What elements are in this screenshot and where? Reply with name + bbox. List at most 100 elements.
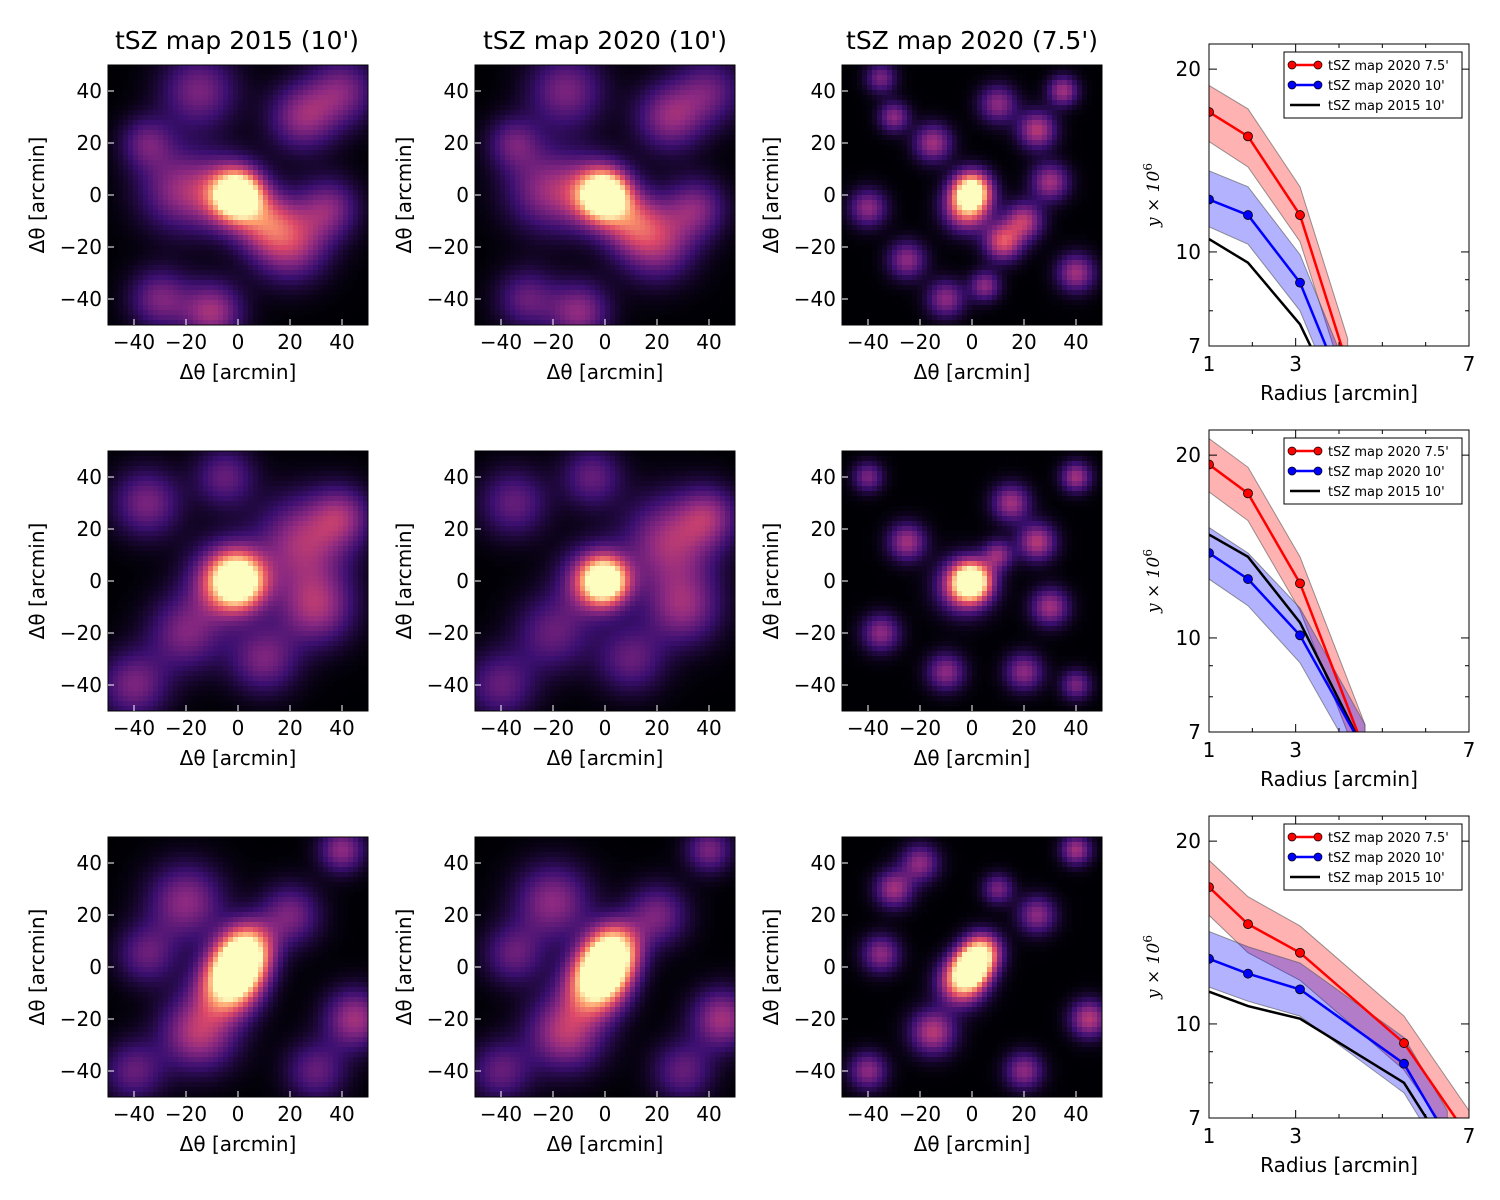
heatmap-cell xyxy=(178,125,184,131)
heatmap-cell xyxy=(363,280,368,286)
heatmap-cell xyxy=(570,110,576,116)
heatmap-cell xyxy=(660,195,666,201)
heatmap-cell xyxy=(203,105,209,111)
heatmap-cell xyxy=(163,195,169,201)
heatmap-cell xyxy=(138,70,144,76)
heatmap-cell xyxy=(625,100,631,106)
heatmap-cell xyxy=(163,150,169,156)
heatmap-cell xyxy=(153,305,159,311)
heatmap-cell xyxy=(500,135,506,141)
heatmap-cell xyxy=(213,290,219,296)
heatmap-cell xyxy=(258,100,264,106)
heatmap-cell xyxy=(535,130,541,136)
heatmap-cell xyxy=(263,170,269,176)
heatmap-cell xyxy=(318,140,324,146)
heatmap-cell xyxy=(283,65,289,71)
heatmap-cell xyxy=(580,105,586,111)
heatmap-cell xyxy=(308,75,314,81)
heatmap-cell xyxy=(343,75,349,81)
heatmap-cell xyxy=(308,70,314,76)
heatmap-cell xyxy=(475,155,481,161)
heatmap-cell xyxy=(520,95,526,101)
heatmap-cell xyxy=(485,95,491,101)
heatmap-cell xyxy=(695,110,701,116)
heatmap-cell xyxy=(173,175,179,181)
heatmap-cell xyxy=(655,160,661,166)
heatmap-cell xyxy=(168,310,174,316)
heatmap-cell xyxy=(268,190,274,196)
heatmap-cell xyxy=(343,225,349,231)
heatmap-cell xyxy=(323,215,329,221)
heatmap-cell xyxy=(640,175,646,181)
heatmap-cell xyxy=(660,75,666,81)
heatmap-cell xyxy=(475,65,481,71)
heatmap-cell xyxy=(268,220,274,226)
heatmap-cell xyxy=(585,265,591,271)
heatmap-cell xyxy=(575,270,581,276)
x-tick-label: 40 xyxy=(329,330,354,354)
heatmap-cell xyxy=(665,135,671,141)
heatmap-cell xyxy=(590,270,596,276)
heatmap-cell xyxy=(363,175,368,181)
heatmap-cell xyxy=(585,215,591,221)
heatmap-cell xyxy=(560,150,566,156)
heatmap-cell xyxy=(313,200,319,206)
heatmap-cell xyxy=(338,270,344,276)
heatmap-cell xyxy=(198,265,204,271)
heatmap-cell xyxy=(333,290,339,296)
heatmap-cell xyxy=(575,205,581,211)
heatmap-cell xyxy=(525,155,531,161)
heatmap-cell xyxy=(610,105,616,111)
heatmap-cell xyxy=(570,230,576,236)
heatmap-cell xyxy=(363,130,368,136)
heatmap-cell xyxy=(640,225,646,231)
heatmap-cell xyxy=(475,255,481,261)
heatmap-cell xyxy=(530,235,536,241)
heatmap-cell xyxy=(605,75,611,81)
heatmap-cell xyxy=(705,120,711,126)
heatmap-cell xyxy=(318,170,324,176)
heatmap-cell xyxy=(168,150,174,156)
heatmap-cell xyxy=(525,200,531,206)
heatmap-cell xyxy=(625,145,631,151)
heatmap-cell xyxy=(730,115,735,121)
heatmap-cell xyxy=(123,155,129,161)
heatmap-cell xyxy=(278,255,284,261)
heatmap-cell xyxy=(118,315,124,321)
heatmap-cell xyxy=(570,185,576,191)
heatmap-cell xyxy=(338,95,344,101)
heatmap-cell xyxy=(173,295,179,301)
heatmap-cell xyxy=(520,120,526,126)
heatmap-cell xyxy=(133,200,139,206)
heatmap-cell xyxy=(223,100,229,106)
heatmap-cell xyxy=(153,135,159,141)
heatmap-cell xyxy=(363,260,368,266)
heatmap-cell xyxy=(168,255,174,261)
heatmap-cell xyxy=(263,130,269,136)
heatmap-cell xyxy=(640,270,646,276)
heatmap-cell xyxy=(278,280,284,286)
heatmap-cell xyxy=(183,135,189,141)
heatmap-cell xyxy=(525,75,531,81)
heatmap-cell xyxy=(278,165,284,171)
heatmap-cell xyxy=(353,95,359,101)
heatmap-cell xyxy=(640,90,646,96)
heatmap-cell xyxy=(615,175,621,181)
heatmap-cell xyxy=(178,300,184,306)
heatmap-cell xyxy=(293,70,299,76)
heatmap-cell xyxy=(695,205,701,211)
heatmap-cell xyxy=(535,220,541,226)
heatmap-cell xyxy=(158,290,164,296)
heatmap-cell xyxy=(253,300,259,306)
heatmap-cell xyxy=(510,270,516,276)
heatmap-cell xyxy=(198,275,204,281)
heatmap-cell xyxy=(278,115,284,121)
heatmap-cell xyxy=(595,160,601,166)
heatmap-cell xyxy=(268,65,274,71)
heatmap-cell xyxy=(218,85,224,91)
heatmap-cell xyxy=(675,260,681,266)
heatmap-cell xyxy=(288,245,294,251)
heatmap-cell xyxy=(313,210,319,216)
heatmap-cell xyxy=(490,195,496,201)
heatmap-cell xyxy=(343,195,349,201)
